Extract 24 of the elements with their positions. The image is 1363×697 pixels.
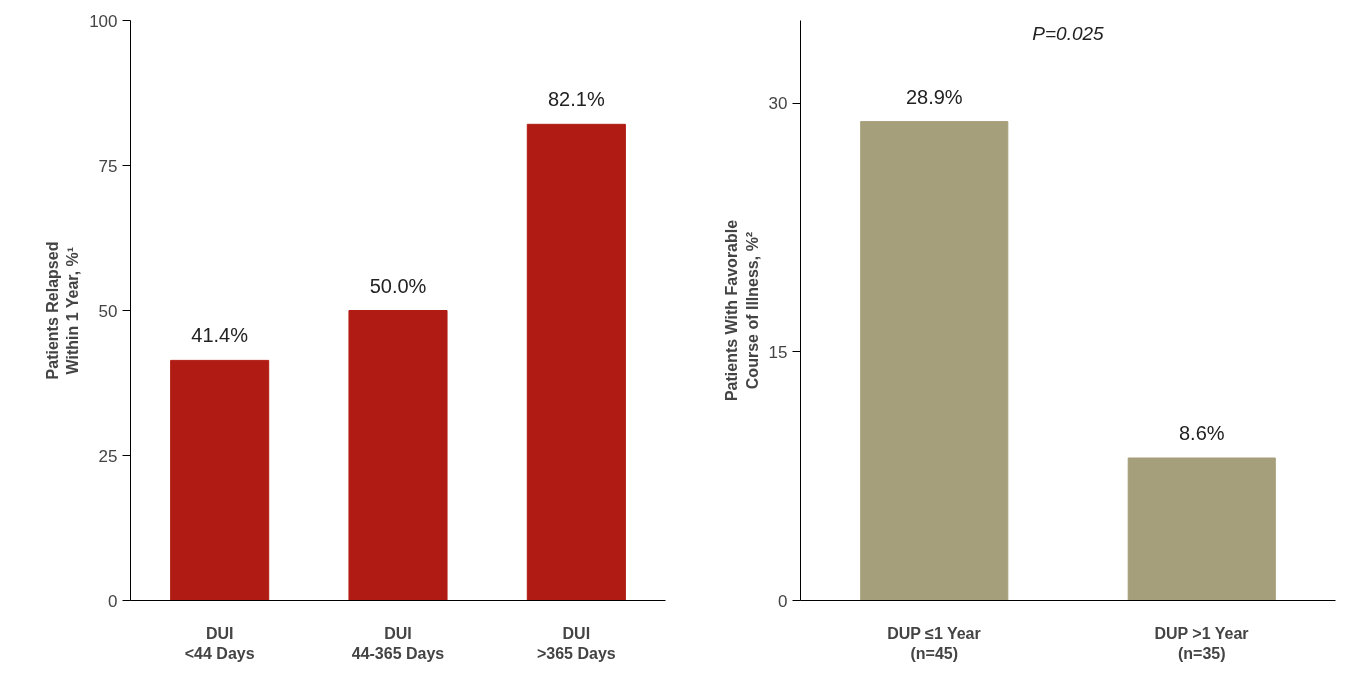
x-tick-label: DUI <44 Days [184,624,255,662]
y-tick-label: 0 [778,591,788,611]
data-label: 50.0% [369,274,427,297]
y-tick-label: 100 [89,11,118,31]
data-label: 82.1% [547,88,605,111]
data-label: 8.6% [1178,421,1225,444]
y-tick-label: 25 [98,446,118,466]
annotation: P=0.025 [1032,22,1105,44]
x-tick-label: DUI 44-365 Days [351,624,445,662]
x-tick-label: DUP >1 Year (n=35) [1154,624,1249,662]
x-tick-label: DUI >365 Days [536,624,616,662]
y-tick-label: 15 [768,342,788,362]
y-tick-label: 30 [768,94,788,114]
y-tick-label: 50 [98,301,118,321]
bar [348,310,448,601]
bar [526,123,626,601]
y-axis-title: Patients With Favorable Course of Illness, %² [723,219,761,402]
y-axis-title: Patients Relapsed Within 1 Year, %¹ [43,241,82,380]
bar [170,359,270,601]
y-tick-label: 75 [98,156,118,176]
y-tick-label: 0 [108,591,118,611]
data-label: 41.4% [191,324,249,347]
data-label: 28.9% [905,85,963,108]
x-tick-label: DUP ≤1 Year (n=45) [887,624,981,662]
